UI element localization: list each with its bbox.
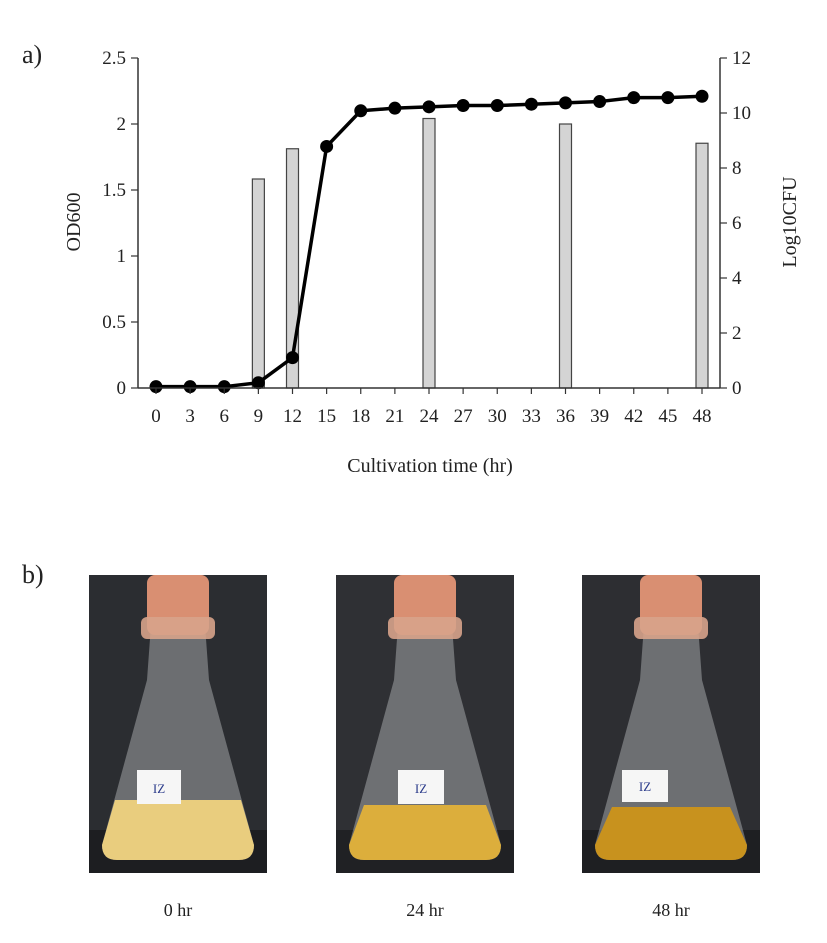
y-right-tick-label: 4 (732, 268, 742, 289)
x-tick-label: 48 (693, 406, 712, 427)
flask-photo-0hr: IZ (89, 575, 267, 873)
flask-photo-24hr: IZ (336, 575, 514, 873)
y-left-tick-label: 2 (117, 114, 127, 135)
y-left-tick-label: 1 (117, 246, 127, 267)
y-left-tick-label: 0 (117, 378, 127, 399)
x-axis-label: Cultivation time (hr) (347, 455, 513, 477)
flask-glass (349, 625, 501, 860)
bars-layer (251, 117, 709, 389)
x-tick-label: 9 (254, 406, 264, 427)
od600-point (388, 101, 402, 115)
od600-point (661, 91, 675, 105)
od600-point (695, 89, 709, 103)
x-tick-label: 36 (556, 406, 575, 427)
x-tick-label: 21 (385, 406, 404, 427)
od600-point (320, 139, 334, 153)
y-left-tick-label: 1.5 (102, 180, 126, 201)
y-axis-left-label: OD600 (63, 193, 85, 252)
od600-point (559, 96, 572, 110)
cfu-bar (558, 123, 573, 389)
cfu-bar (251, 178, 265, 389)
x-tick-label: 18 (351, 406, 370, 427)
flask-liquid (102, 800, 254, 860)
cfu-bar (695, 142, 709, 389)
od600-point (456, 99, 470, 113)
od600-point (627, 91, 641, 105)
flask-label (622, 770, 668, 802)
y-right-tick-label: 2 (732, 323, 742, 344)
x-tick-label: 15 (317, 406, 336, 427)
flask-liquid (349, 805, 501, 860)
cfu-bar (422, 117, 436, 389)
flask-label-text: IZ (639, 779, 651, 794)
od600-point (490, 99, 504, 113)
x-tick-label: 12 (283, 406, 302, 427)
x-tick-label: 30 (488, 406, 507, 427)
y-left-tick-label: 2.5 (102, 48, 126, 69)
x-tick-label: 45 (658, 406, 677, 427)
od600-point (593, 95, 607, 109)
flask-photo-48hr: IZ (582, 575, 760, 873)
y-right-tick-label: 6 (732, 213, 742, 234)
x-tick-label: 24 (420, 406, 440, 427)
y-axis-right-label: Log10CFU (779, 176, 801, 268)
od600-point (286, 351, 299, 365)
x-tick-label: 39 (590, 406, 609, 427)
od600-point (149, 380, 163, 394)
x-tick-label: 3 (185, 406, 195, 427)
flask-liquid (595, 807, 747, 860)
flask-label (137, 770, 181, 804)
flask-label-text: IZ (153, 781, 165, 796)
flask-label (398, 770, 444, 804)
x-tick-label: 0 (151, 406, 161, 427)
caption-0hr: 0 hr (163, 900, 193, 920)
caption-48hr: 48 hr (652, 900, 690, 920)
x-tick-label: 33 (522, 406, 541, 427)
x-tick-label: 42 (624, 406, 643, 427)
x-tick-label: 27 (454, 406, 473, 427)
od600-point (217, 380, 231, 394)
caption-24hr: 24 hr (406, 900, 444, 920)
panel-b-label: b) (22, 560, 44, 589)
y-right-tick-label: 0 (732, 378, 742, 399)
flask-label-text: IZ (415, 781, 427, 796)
od600-point (524, 97, 538, 111)
od600-point (183, 380, 197, 394)
y-right-tick-label: 8 (732, 158, 742, 179)
y-right-tick-label: 10 (732, 103, 751, 124)
y-left-tick-label: 0.5 (102, 312, 126, 333)
od600-point (422, 100, 436, 114)
od600-point (354, 104, 368, 118)
y-right-tick-label: 12 (732, 48, 751, 69)
od600-point (251, 376, 265, 390)
od600-line-layer (149, 89, 709, 394)
panel-a-label: a) (22, 40, 43, 69)
x-tick-label: 6 (220, 406, 230, 427)
